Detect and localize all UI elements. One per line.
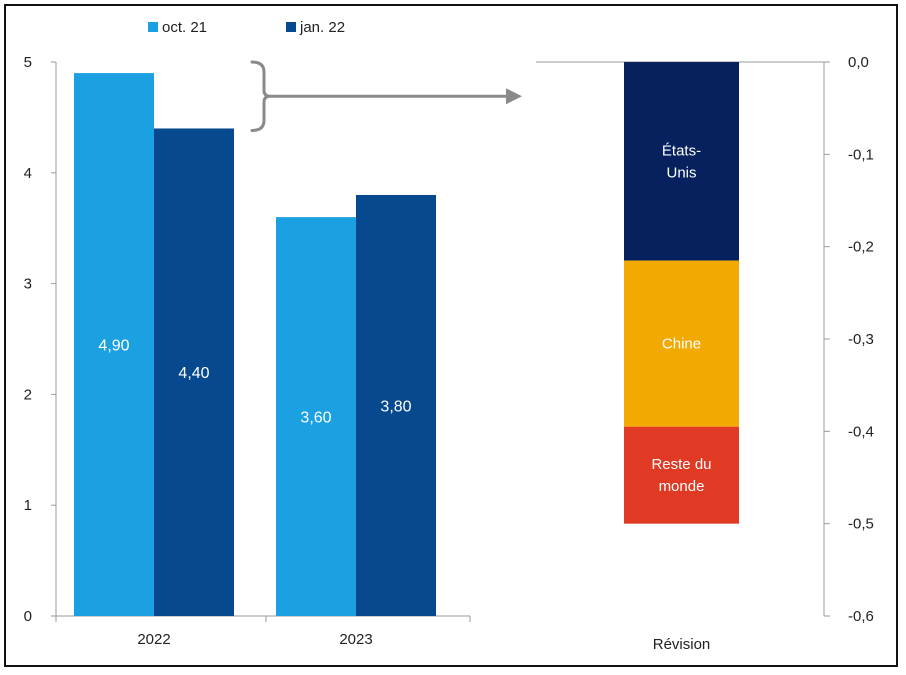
bar-2023-0 [276, 217, 356, 616]
bar-2022-0 [74, 73, 154, 616]
right-y-tick-label: -0,6 [848, 608, 874, 625]
right-y-tick-label: -0,1 [848, 146, 874, 163]
left-y-tick-label: 5 [24, 54, 32, 71]
stack-segment-label: Chine [662, 336, 701, 353]
right-y-tick-label: -0,4 [848, 423, 874, 440]
stack-segment-label: Unis [666, 164, 696, 181]
brace-shape [250, 60, 271, 132]
stack-segment-0 [624, 62, 739, 261]
bar-2022-1 [154, 128, 234, 616]
right-y-tick-label: 0,0 [848, 54, 869, 71]
right-y-tick-label: -0,5 [848, 516, 874, 533]
stack-segment-1 [624, 260, 739, 427]
legend-label: oct. 21 [162, 19, 207, 36]
left-bar-chart: 0 1 2 3 4 5 4,90 4,40 2022 3,60 3,80 2023 oct. 21 jan… [24, 19, 471, 648]
stack-segment-label: Reste du [651, 456, 711, 473]
left-y-tick-label: 0 [24, 608, 32, 625]
left-y-tick-label: 4 [24, 165, 32, 182]
right-stacked-chart: 0,0 -0,1 -0,2 -0,3 -0,4 -0,5 -0,6 États- Unis Chi… [536, 54, 874, 653]
legend-swatch [286, 22, 296, 32]
x-category-label: 2022 [137, 631, 170, 648]
chart-frame: 0 1 2 3 4 5 4,90 4,40 2022 3,60 3,80 2023 oct. 21 jan… [4, 4, 898, 667]
right-y-tick-label: -0,2 [848, 239, 874, 256]
arrow-head [506, 88, 522, 105]
legend-swatch [148, 22, 158, 32]
connector [250, 60, 522, 132]
bar-2023-1 [356, 194, 436, 616]
bar-data-label: 3,80 [380, 398, 411, 415]
left-y-tick-label: 3 [24, 276, 32, 293]
chart-canvas: 0 1 2 3 4 5 4,90 4,40 2022 3,60 3,80 2023 oct. 21 jan… [24, 19, 874, 653]
right-category-label: Révision [653, 636, 711, 653]
bar-data-label: 4,40 [178, 365, 209, 382]
right-y-tick-label: -0,3 [848, 331, 874, 348]
left-y-tick-label: 1 [24, 497, 32, 514]
legend-label: jan. 22 [299, 19, 345, 36]
stack-segment-2 [624, 426, 739, 524]
stack-segment-label: États- [662, 142, 701, 159]
x-category-label: 2023 [339, 631, 372, 648]
stack-segment-label: monde [659, 478, 705, 495]
left-y-tick-label: 2 [24, 386, 32, 403]
bar-data-label: 4,90 [98, 338, 129, 355]
bar-data-label: 3,60 [300, 410, 331, 427]
